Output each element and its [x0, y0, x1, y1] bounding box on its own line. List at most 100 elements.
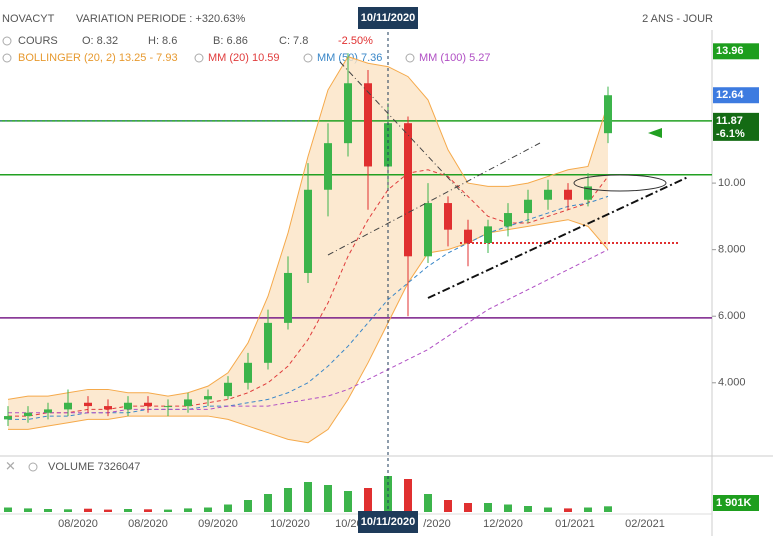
price-label-change: -6.1%	[716, 128, 745, 140]
candle-body	[564, 189, 572, 200]
gear-icon[interactable]	[2, 36, 12, 46]
candle-body	[104, 406, 112, 410]
candle-body	[4, 416, 12, 420]
y-tick-label: 6.000	[718, 310, 746, 322]
y-tick-label: 4.000	[718, 377, 746, 389]
gear-icon[interactable]	[303, 53, 313, 63]
price-label: 13.96	[716, 45, 744, 57]
gear-icon[interactable]	[28, 462, 38, 472]
candle-body	[44, 409, 52, 413]
legend-volume: VOLUME 7326047	[48, 461, 140, 473]
candle-body	[384, 123, 392, 167]
cursor-label-bg	[358, 7, 418, 29]
legend-mm100: MM (100) 5.27	[419, 52, 491, 64]
title: NOVACYT	[2, 13, 55, 25]
volume-bar	[24, 508, 32, 512]
candle-body	[444, 203, 452, 230]
volume-bar	[144, 509, 152, 512]
candle-body	[144, 402, 152, 407]
volume-bar	[324, 485, 332, 512]
trend-line	[339, 61, 466, 197]
subtitle: VARIATION PERIODE : +320.63%	[76, 13, 245, 25]
volume-bar	[104, 509, 112, 512]
candle-body	[344, 83, 352, 144]
volume-bar	[484, 503, 492, 512]
x-tick-label: 09/2020	[198, 518, 238, 530]
arrow-marker	[648, 128, 662, 138]
x-tick-label: 08/2020	[58, 518, 98, 530]
candle-body	[484, 226, 492, 243]
volume-bar	[344, 491, 352, 512]
gear-icon[interactable]	[194, 53, 204, 63]
gear-icon[interactable]	[405, 53, 415, 63]
candle-body	[24, 412, 32, 417]
volume-bar	[524, 506, 532, 512]
volume-bar	[64, 509, 72, 512]
volume-bar	[224, 504, 232, 512]
x-tick-label: 02/2021	[625, 518, 665, 530]
volume-bar	[544, 507, 552, 512]
candle-body	[244, 362, 252, 383]
candle-body	[64, 402, 72, 410]
x-tick-label: 10/2020	[270, 518, 310, 530]
candle-body	[204, 396, 212, 400]
legend-open: O: 8.32	[82, 35, 118, 47]
indicator-line	[7, 56, 609, 400]
ellipse-annotation	[573, 174, 667, 192]
candle-body	[84, 402, 92, 407]
volume-bar	[604, 506, 612, 512]
legend-low: B: 6.86	[213, 35, 248, 47]
volume-bar	[184, 508, 192, 512]
candle-body	[584, 186, 592, 200]
volume-bar	[364, 488, 372, 512]
plot: 10.00 8.000 6.000 4.000 08/2020 08/2020 09/202…	[0, 7, 759, 533]
legend-high: H: 8.6	[148, 35, 177, 47]
price-label-bg	[713, 87, 759, 104]
candle-body	[464, 229, 472, 243]
legend-cours: COURS	[18, 35, 58, 47]
x-tick-label: /2020	[423, 518, 451, 530]
x-tick-label: 08/2020	[128, 518, 168, 530]
volume-bar	[124, 509, 132, 512]
volume-bar	[164, 509, 172, 512]
cursor-label: 10/11/2020	[361, 12, 415, 24]
candle-body	[404, 123, 412, 257]
volume-bar	[444, 500, 452, 512]
volume-bar	[44, 509, 52, 512]
candle-body	[284, 272, 292, 323]
price-label: 12.64	[716, 89, 744, 101]
close-icon[interactable]: ✕	[5, 458, 16, 473]
volume-bar	[304, 482, 312, 512]
volume-bar	[264, 494, 272, 512]
gear-icon[interactable]	[2, 53, 12, 63]
price-label: 11.87	[716, 115, 743, 127]
x-tick-label: 01/2021	[555, 518, 595, 530]
candle-body	[324, 143, 332, 190]
candle-body	[364, 83, 372, 167]
volume-bar	[564, 508, 572, 512]
volume-label: 1 901K	[716, 497, 752, 509]
candle-body	[164, 406, 172, 408]
legend-mm20: MM (20) 10.59	[208, 52, 280, 64]
candle-body	[264, 322, 272, 363]
candle-body	[184, 399, 192, 407]
price-label-bg	[713, 43, 759, 60]
legend-close: C: 7.8	[279, 35, 308, 47]
volume-bar	[404, 479, 412, 512]
volume-bar	[504, 504, 512, 512]
y-tick-label: 10.00	[718, 177, 746, 189]
y-tick-label: 8.000	[718, 244, 746, 256]
volume-bar	[204, 507, 212, 512]
volume-bar	[244, 500, 252, 512]
candle-body	[224, 382, 232, 397]
candle-body	[604, 95, 612, 134]
candle-body	[424, 203, 432, 257]
volume-bar	[284, 488, 292, 512]
legend-bollinger: BOLLINGER (20, 2) 13.25 - 7.93	[18, 52, 178, 64]
volume-bar	[464, 503, 472, 512]
candle-body	[524, 199, 532, 214]
candle-body	[124, 402, 132, 410]
trend-line	[327, 142, 541, 256]
